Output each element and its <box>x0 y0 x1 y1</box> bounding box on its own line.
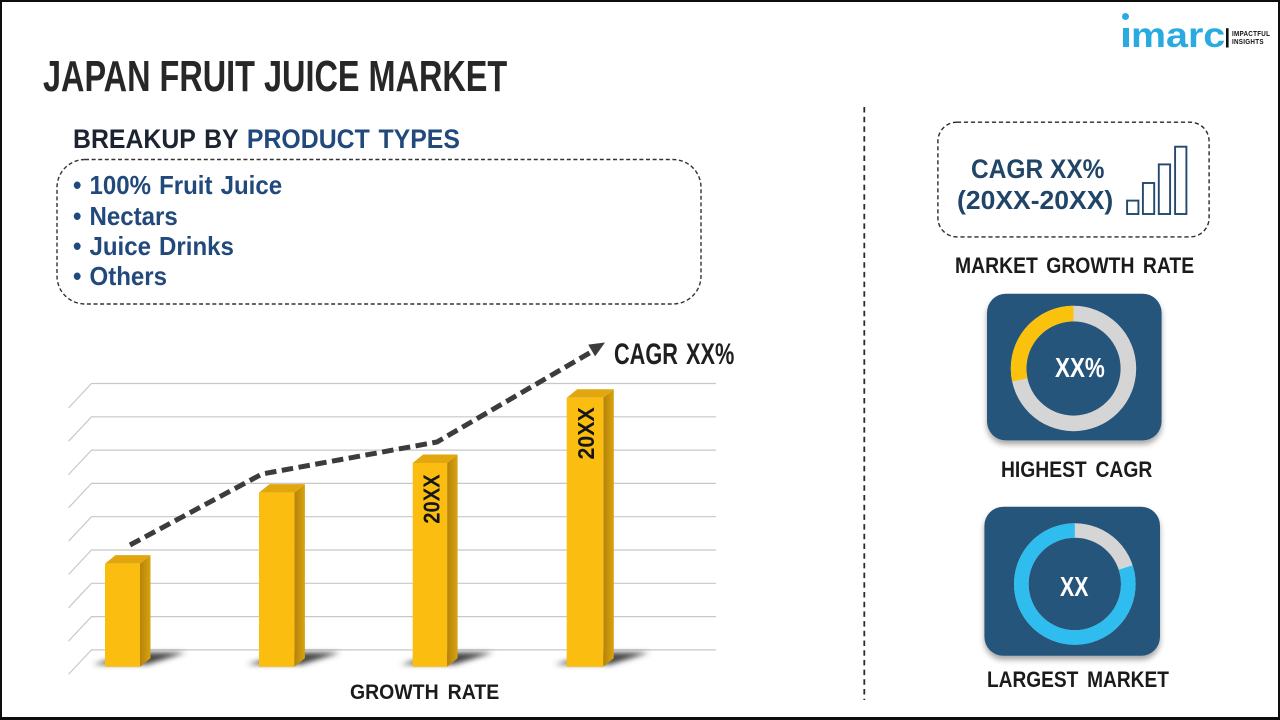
svg-text:20XX: 20XX <box>418 474 445 524</box>
svg-text:20XX: 20XX <box>573 407 599 459</box>
